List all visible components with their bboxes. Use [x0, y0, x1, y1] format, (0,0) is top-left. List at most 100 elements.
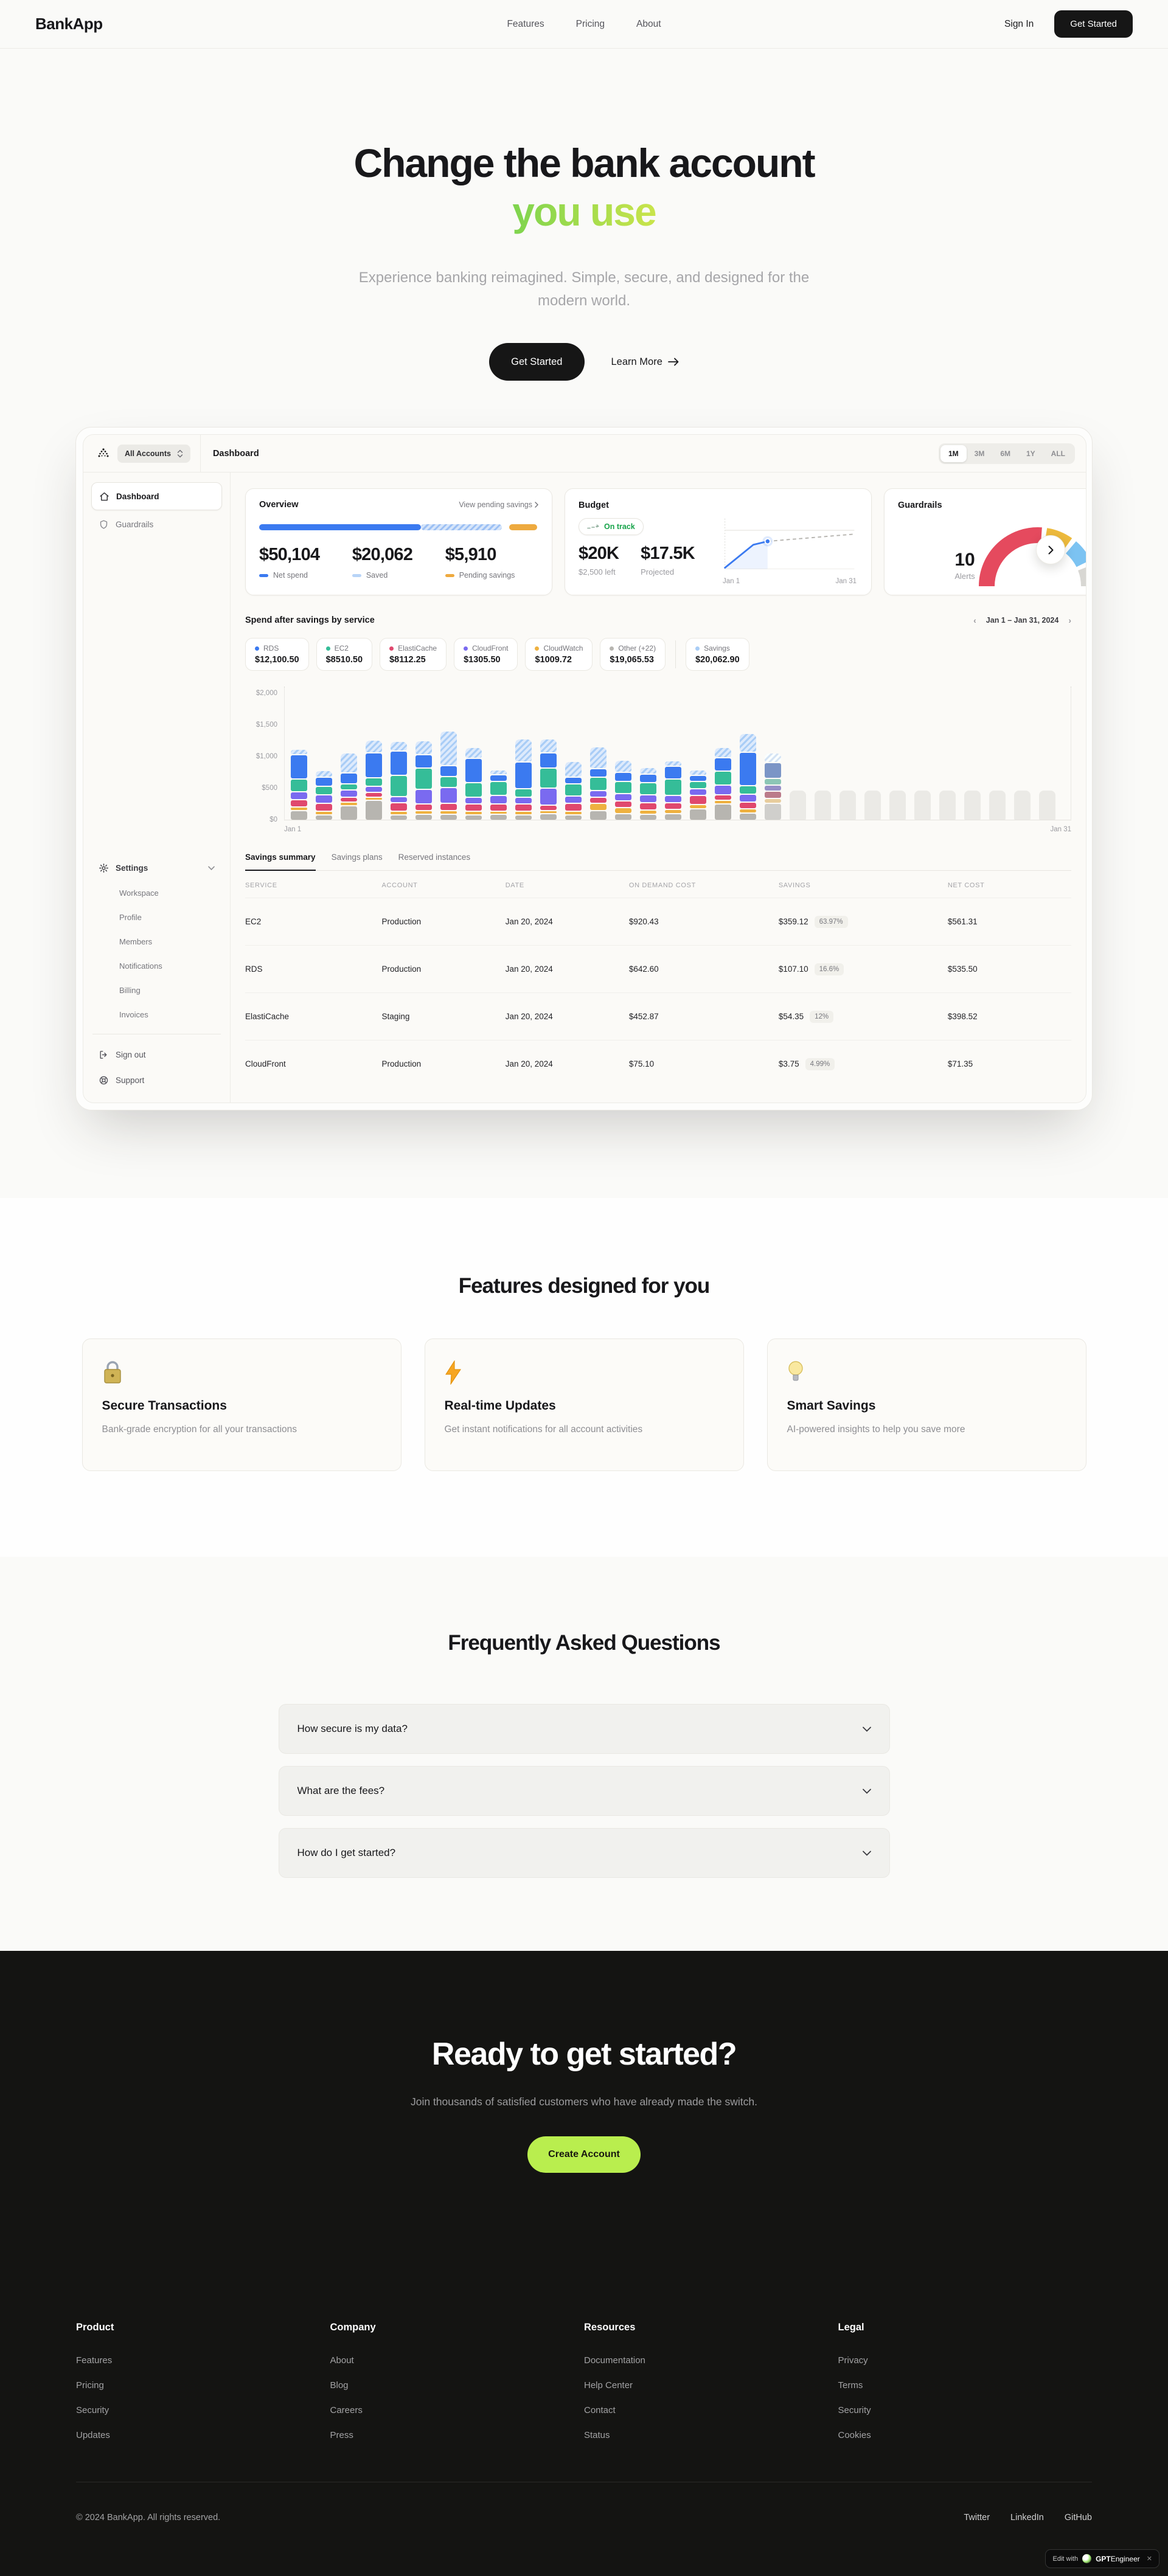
bar-segment-ec2 — [415, 768, 432, 789]
bar-segment-savings — [590, 747, 607, 769]
footer-link-resources-help-center[interactable]: Help Center — [584, 2380, 633, 2391]
sidebar-item-dashboard[interactable]: Dashboard — [91, 482, 222, 510]
feature-card-secure: Secure Transactions Bank-grade encryptio… — [82, 1338, 401, 1471]
legend-dot — [325, 646, 330, 651]
time-range-1m[interactable]: 1M — [940, 445, 967, 462]
bar-segment-savings — [341, 753, 357, 772]
legend-swatch — [259, 573, 268, 577]
time-range-all[interactable]: ALL — [1043, 445, 1073, 462]
legend-chip-savings[interactable]: Savings $20,062.90 — [686, 638, 749, 671]
sidebar-settings-item-notifications[interactable]: Notifications — [119, 961, 162, 971]
faq-item-security[interactable]: How secure is my data? — [278, 1704, 890, 1754]
create-account-button[interactable]: Create Account — [527, 2136, 641, 2173]
cell-on_demand_cost: $920.43 — [628, 917, 659, 926]
tab-savings-plans[interactable]: Savings plans — [331, 853, 383, 862]
col-service: SERVICE — [245, 882, 277, 889]
bar-segment-elasticache — [640, 803, 656, 809]
legend-label: Pending savings — [459, 571, 515, 580]
table-row-ec2[interactable]: EC2 Production Jan 20, 2024 $920.43 $359.12 6… — [245, 898, 1071, 945]
overview-stats: $50,104 Net spend $20,062 Saved $5,910 Pendin… — [259, 545, 538, 580]
legend-chip-other-22[interactable]: Other (+22) $19,065.53 — [600, 638, 666, 671]
legend-chip-cloudwatch[interactable]: CloudWatch $1009.72 — [525, 638, 593, 671]
view-pending-savings-link[interactable]: View pending savings — [459, 500, 538, 509]
bar-segment-rds — [565, 777, 582, 784]
footer-link-company-about[interactable]: About — [330, 2355, 354, 2366]
footer-link-legal-security[interactable]: Security — [838, 2405, 871, 2415]
sidebar-settings-item-invoices[interactable]: Invoices — [119, 1009, 148, 1019]
cell-net-cost: $71.35 — [947, 1059, 973, 1068]
sidebar-settings-item-members[interactable]: Members — [119, 937, 153, 946]
date-range-nav: ‹ Jan 1 – Jan 31, 2024 › — [973, 615, 1071, 625]
cards-next-button[interactable] — [1036, 535, 1065, 564]
hero-get-started-button[interactable]: Get Started — [489, 343, 585, 381]
table-row-rds[interactable]: RDS Production Jan 20, 2024 $642.60 $107.10 1… — [245, 945, 1071, 992]
bar-segment-elasticache — [765, 792, 781, 798]
nav-link-pricing[interactable]: Pricing — [575, 18, 605, 29]
table-row-elasticache[interactable]: ElastiCache Staging Jan 20, 2024 $452.87 $54… — [245, 992, 1071, 1040]
sign-in-link[interactable]: Sign In — [1004, 18, 1034, 29]
legend-name: CloudWatch — [543, 644, 583, 653]
badge-close-icon[interactable]: ✕ — [1146, 2555, 1152, 2563]
faq-item-fees[interactable]: What are the fees? — [278, 1766, 890, 1816]
legend-swatch — [352, 573, 361, 577]
footer-link-product-features[interactable]: Features — [76, 2355, 113, 2366]
gpt-engineer-badge[interactable]: Edit with GPTEngineer ✕ — [1045, 2549, 1159, 2568]
sidebar-item-sign-out[interactable]: Sign out — [91, 1042, 222, 1067]
sidebar-settings-item-workspace[interactable]: Workspace — [119, 888, 159, 898]
sidebar-settings-item-profile[interactable]: Profile — [119, 912, 142, 922]
learn-more-link[interactable]: Learn More — [611, 356, 679, 368]
footer-link-company-press[interactable]: Press — [330, 2430, 353, 2440]
bar-segment-other — [391, 815, 407, 820]
footer-link-company-careers[interactable]: Careers — [330, 2405, 363, 2415]
brand-logo[interactable]: BankApp — [35, 15, 103, 33]
sidebar-item-support[interactable]: Support — [91, 1067, 222, 1093]
bar-segment-empty — [964, 791, 981, 820]
footer-link-company-blog[interactable]: Blog — [330, 2380, 349, 2391]
bar-segment-elasticache — [590, 798, 607, 803]
prev-period-button[interactable]: ‹ — [973, 615, 976, 625]
table-row-cloudfront[interactable]: CloudFront Production Jan 20, 2024 $75.10 $3… — [245, 1040, 1071, 1087]
footer-link-legal-cookies[interactable]: Cookies — [838, 2430, 871, 2440]
legend-chip-ec2[interactable]: EC2 $8510.50 — [316, 638, 373, 671]
tab-savings-summary[interactable]: Savings summary — [245, 853, 316, 871]
spend-chart-x-labels: Jan 1 Jan 31 — [284, 826, 1071, 833]
summary-cards-row: Overview View pending savings $50,104 Net… — [245, 488, 1086, 595]
social-link-twitter[interactable]: Twitter — [964, 2513, 990, 2522]
lock-icon — [103, 1361, 121, 1383]
get-started-button[interactable]: Get Started — [1054, 10, 1133, 38]
sidebar-settings-item-billing[interactable]: Billing — [119, 985, 141, 995]
chart-bar-day-19 — [740, 734, 756, 820]
nav-link-features[interactable]: Features — [507, 18, 544, 29]
time-range-6m[interactable]: 6M — [992, 445, 1018, 462]
footer-link-legal-terms[interactable]: Terms — [838, 2380, 863, 2391]
footer-link-resources-contact[interactable]: Contact — [584, 2405, 616, 2415]
footer-link-product-updates[interactable]: Updates — [76, 2430, 110, 2440]
legend-chip-elasticache[interactable]: ElastiCache $8112.25 — [380, 638, 447, 671]
cell-date: Jan 20, 2024 — [505, 1012, 553, 1021]
sidebar-settings-toggle[interactable]: Settings — [91, 855, 222, 881]
account-selector[interactable]: All Accounts — [117, 444, 190, 463]
nav-link-about[interactable]: About — [636, 18, 661, 29]
time-range-3m[interactable]: 3M — [967, 445, 993, 462]
bar-segment-elasticache — [291, 800, 307, 807]
footer-link-resources-status[interactable]: Status — [584, 2430, 610, 2440]
chevrons-up-down-icon — [177, 449, 183, 457]
social-link-linkedin[interactable]: LinkedIn — [1010, 2513, 1044, 2522]
next-period-button[interactable]: › — [1068, 615, 1071, 625]
bar-segment-ec2 — [515, 789, 532, 797]
legend-value: $8112.25 — [389, 655, 426, 665]
tab-reserved-instances[interactable]: Reserved instances — [398, 853, 471, 862]
footer-link-resources-documentation[interactable]: Documentation — [584, 2355, 645, 2366]
legend-chip-rds[interactable]: RDS $12,100.50 — [245, 638, 309, 671]
footer-link-legal-privacy[interactable]: Privacy — [838, 2355, 868, 2366]
faq-item-get-started[interactable]: How do I get started? — [278, 1828, 890, 1878]
bar-segment-cloudfront — [465, 797, 482, 803]
time-range-1y[interactable]: 1Y — [1018, 445, 1043, 462]
shield-icon — [100, 519, 108, 529]
sidebar-item-guardrails[interactable]: Guardrails — [91, 510, 222, 538]
footer-link-product-pricing[interactable]: Pricing — [76, 2380, 104, 2391]
site-footer: Product Features Pricing Security Updates Com… — [0, 2305, 1168, 2576]
legend-chip-cloudfront[interactable]: CloudFront $1305.50 — [454, 638, 518, 671]
social-link-github[interactable]: GitHub — [1064, 2513, 1092, 2522]
footer-link-product-security[interactable]: Security — [76, 2405, 109, 2415]
